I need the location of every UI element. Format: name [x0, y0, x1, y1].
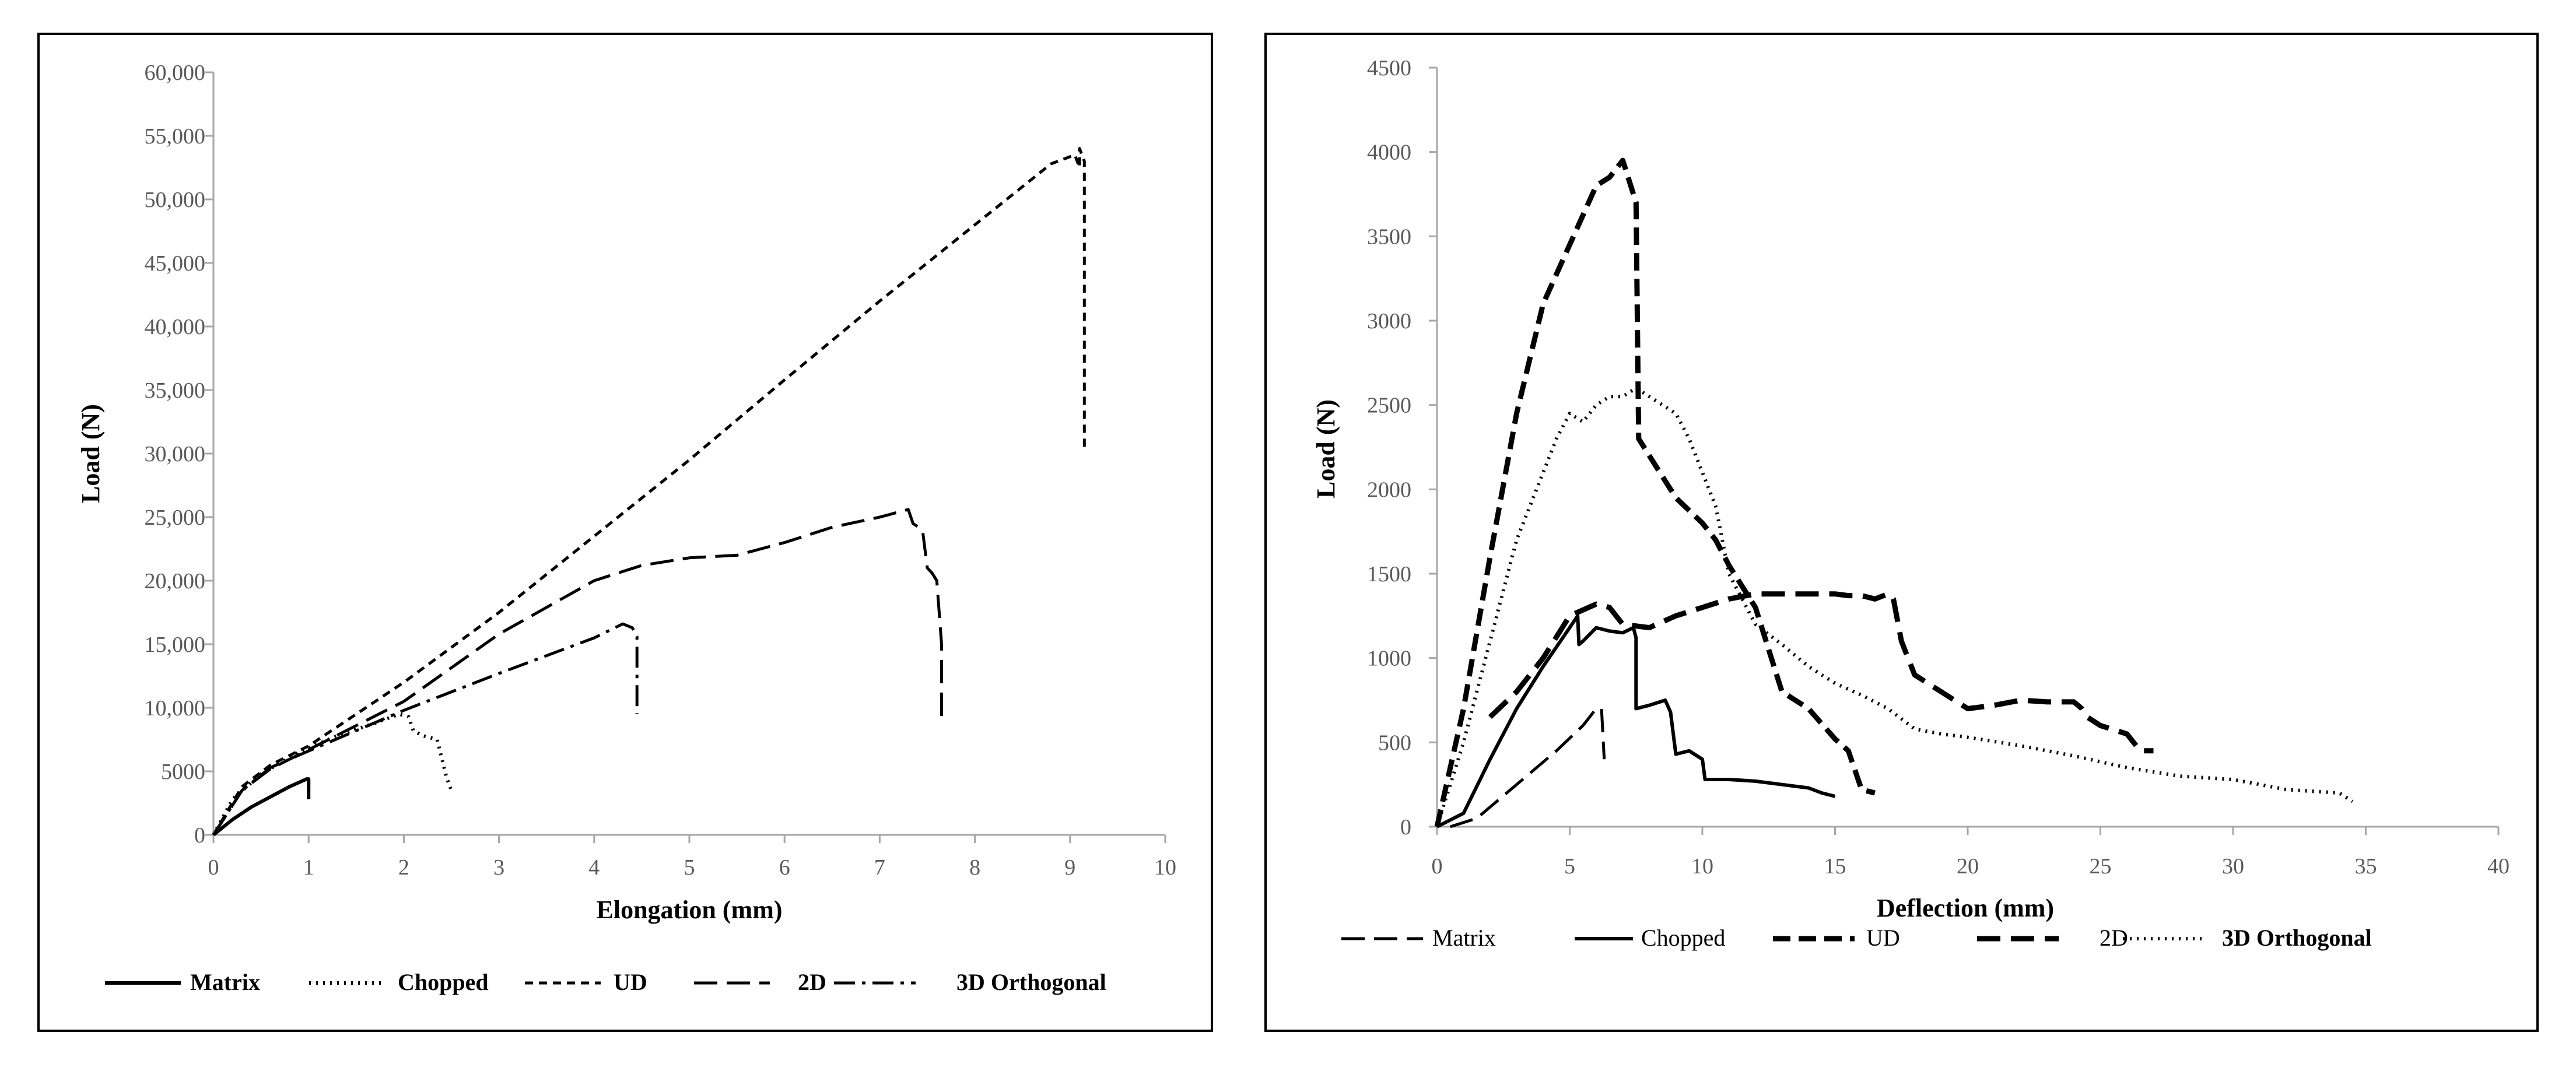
x-tick-label: 15 — [1824, 854, 1846, 879]
y-tick-label: 60,000 — [145, 61, 206, 85]
y-tick-label: 25,000 — [145, 505, 206, 530]
y-tick-label: 30,000 — [145, 442, 206, 466]
x-tick-label: 7 — [874, 855, 885, 880]
series-line-matrix — [1450, 707, 1606, 828]
series-line-ud — [212, 147, 1086, 836]
y-tick-label: 5000 — [161, 760, 205, 784]
x-axis-title: Elongation (mm) — [597, 896, 783, 924]
right-panel-frame — [1264, 33, 2539, 1032]
x-tick-label: 9 — [1064, 855, 1075, 880]
y-tick-label: 15,000 — [145, 633, 206, 657]
legend-label: UD — [614, 969, 647, 995]
y-axis-title: Load (N) — [1312, 399, 1340, 498]
y-tick-label: 2500 — [1367, 394, 1411, 418]
y-tick-label: 3000 — [1367, 309, 1411, 333]
left-panel-frame — [37, 33, 1213, 1032]
legend-label: 3D Orthogonal — [956, 969, 1106, 995]
y-tick-label: 10,000 — [145, 696, 206, 721]
y-tick-label: 50,000 — [145, 188, 206, 212]
x-tick-label: 0 — [1432, 854, 1443, 879]
y-tick-label: 55,000 — [145, 124, 206, 149]
x-tick-label: 30 — [2222, 854, 2244, 879]
legend-label: UD — [1866, 925, 1900, 951]
y-tick-label: 4500 — [1367, 56, 1411, 80]
elongation-chart: 0 5000 10,000 15,000 20,000 25,000 30,000 35,00… — [76, 61, 1176, 995]
x-tick-label: 35 — [2355, 854, 2377, 879]
series-line-matrix — [212, 777, 311, 837]
x-tick-label: 1 — [303, 855, 314, 880]
y-tick-label: 500 — [1378, 731, 1411, 755]
x-tick-label: 2 — [398, 855, 409, 880]
x-tick-label: 6 — [779, 855, 790, 880]
y-tick-label: 35,000 — [145, 378, 206, 403]
y-axis-title: Load (N) — [76, 404, 105, 503]
y-tick-label: 20,000 — [145, 569, 206, 594]
legend-label: Chopped — [398, 969, 489, 995]
y-tick-label: 3500 — [1367, 224, 1411, 249]
legend-label: Matrix — [1432, 925, 1496, 951]
x-tick-label: 5 — [684, 855, 695, 880]
series-line-2d — [212, 508, 943, 836]
x-tick-label: 3 — [493, 855, 504, 880]
y-tick-label: 0 — [194, 823, 205, 848]
series-line-chopped — [1436, 614, 1836, 828]
x-tick-label: 5 — [1564, 854, 1575, 879]
x-tick-label: 10 — [1691, 854, 1713, 879]
legend-label: Matrix — [190, 969, 260, 995]
deflection-chart: 0 500 1000 1500 2000 2500 3000 3500 4000 4500 0 5 10… — [1312, 56, 2510, 951]
x-tick-label: 10 — [1154, 855, 1176, 880]
x-tick-label: 0 — [208, 855, 219, 880]
legend-label: 2D — [798, 969, 826, 995]
y-tick-label: 1500 — [1367, 562, 1411, 587]
y-tick-label: 40,000 — [145, 315, 206, 339]
x-tick-label: 20 — [1957, 854, 1979, 879]
legend-label: 3D Orthogonal — [2222, 925, 2372, 951]
y-tick-label: 0 — [1400, 815, 1411, 840]
x-tick-label: 8 — [969, 855, 980, 880]
series-line-ud — [1434, 157, 1876, 827]
y-tick-label: 2000 — [1367, 477, 1411, 502]
series-line-3d-orthogonal — [212, 622, 639, 836]
x-tick-label: 4 — [588, 855, 600, 880]
y-tick-label: 4000 — [1367, 141, 1411, 165]
x-axis-title: Deflection (mm) — [1877, 894, 2054, 922]
x-tick-label: 25 — [2090, 854, 2112, 879]
series-line-2d — [1488, 591, 2154, 754]
y-tick-label: 45,000 — [145, 251, 206, 276]
legend-label: Chopped — [1641, 925, 1725, 951]
x-tick-label: 40 — [2487, 854, 2510, 879]
y-tick-label: 1000 — [1367, 647, 1411, 671]
